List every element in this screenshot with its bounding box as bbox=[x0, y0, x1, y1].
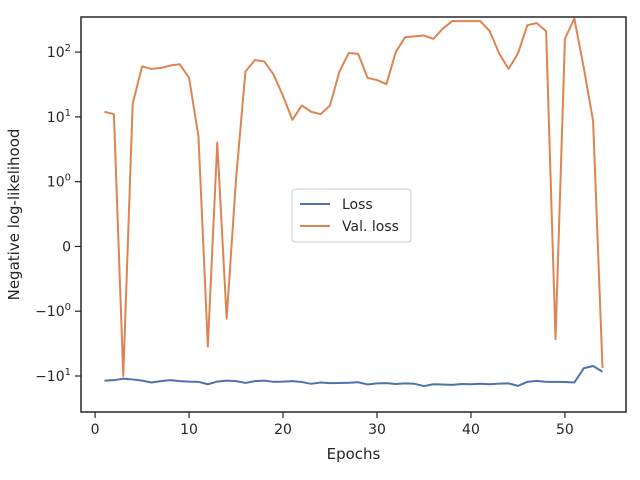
series-line-loss bbox=[104, 364, 604, 388]
y-tick-label: 100 bbox=[47, 173, 71, 191]
x-tick-label: 50 bbox=[556, 422, 574, 438]
y-tick-label: 101 bbox=[47, 108, 71, 126]
y-tick-label: 0 bbox=[62, 239, 71, 255]
x-tick-label: 40 bbox=[462, 422, 480, 438]
x-tick-label: 30 bbox=[368, 422, 386, 438]
x-axis-label: Epochs bbox=[327, 445, 381, 463]
x-tick-label: 10 bbox=[180, 422, 198, 438]
x-axis-ticks: 0 10 20 30 40 50 bbox=[91, 412, 574, 438]
legend: Loss Val. loss bbox=[291, 188, 412, 243]
y-axis-ticks: −101 −100 0 100 101 102 bbox=[35, 43, 81, 385]
series-line-val-loss bbox=[104, 17, 604, 377]
legend-box bbox=[291, 188, 412, 243]
plot-frame bbox=[80, 16, 627, 413]
x-tick-label: 20 bbox=[274, 422, 292, 438]
y-tick-label: 102 bbox=[47, 43, 71, 61]
y-tick-label: −101 bbox=[35, 367, 71, 385]
y-tick-label: −100 bbox=[35, 302, 71, 320]
legend-label-loss: Loss bbox=[342, 197, 373, 213]
legend-label-val-loss: Val. loss bbox=[342, 219, 399, 235]
series-layer bbox=[104, 17, 604, 388]
x-tick-label: 0 bbox=[91, 422, 100, 438]
y-axis-label: Negative log-likelihood bbox=[5, 129, 23, 301]
